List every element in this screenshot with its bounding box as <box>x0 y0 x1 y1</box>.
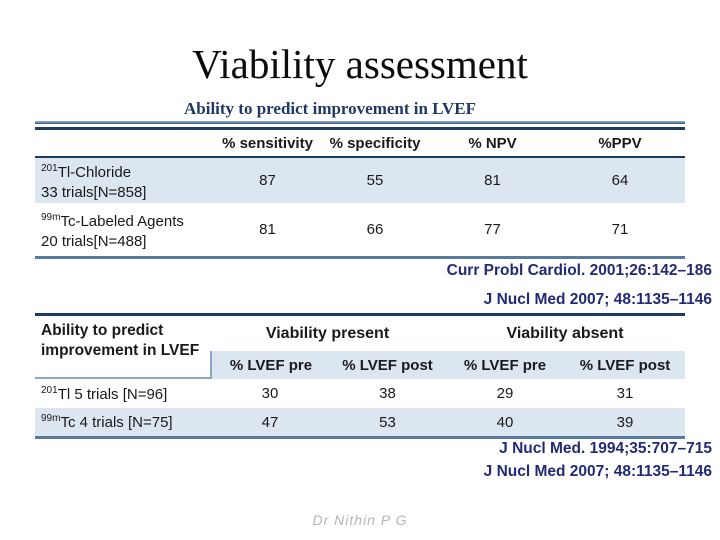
group-header-viability-absent: Viability absent <box>506 324 624 342</box>
cell-npv: 77 <box>484 221 501 238</box>
column-header-sensitivity: % sensitivity <box>222 134 313 152</box>
row-label: 201Tl 5 trials [N=96] <box>41 384 168 403</box>
subheader-lvef-post-present: % LVEF post <box>330 351 445 379</box>
column-header-ppv: %PPV <box>598 134 642 152</box>
subheader-lvef-pre-present: % LVEF pre <box>210 351 330 379</box>
column-header-specificity: % specificity <box>329 134 421 152</box>
row-label: 99mTc-Labeled Agents 20 trials[N=488] <box>35 208 215 252</box>
cell-lvef-pre-present: 47 <box>210 408 330 436</box>
table-row: 201Tl-Chloride 33 trials[N=858] 87 55 81… <box>35 158 685 203</box>
cell-ppv: 64 <box>611 172 629 189</box>
cell-specificity: 66 <box>366 221 384 238</box>
citation-line: J Nucl Med 2007; 48:1135–1146 <box>483 463 712 480</box>
table-header-row: % sensitivity % specificity % NPV %PPV <box>35 130 685 158</box>
isotope-superscript: 99m <box>41 211 61 223</box>
author-credit: Dr Nithin P G <box>312 512 408 528</box>
prediction-accuracy-table: % sensitivity % specificity % NPV %PPV 2… <box>35 127 685 259</box>
cell-lvef-post-absent: 39 <box>565 408 685 436</box>
cell-specificity: 55 <box>366 172 384 189</box>
group-header-viability-present: Viability present <box>265 324 390 342</box>
cell-lvef-post-absent: 31 <box>616 385 634 402</box>
cell-ppv: 71 <box>611 221 629 238</box>
cell-lvef-pre-absent: 29 <box>496 385 514 402</box>
slide-title: Viability assessment <box>192 41 528 87</box>
cell-lvef-pre-present: 30 <box>261 385 279 402</box>
subheader-lvef-post-absent: % LVEF post <box>565 351 685 379</box>
citation-line: J Nucl Med. 1994;35:707–715 <box>499 440 712 457</box>
citation-line: Curr Probl Cardiol. 2001;26:142–186 <box>446 262 712 279</box>
citation-line: J Nucl Med 2007; 48:1135–1146 <box>483 291 712 308</box>
citation-block: J Nucl Med. 1994;35:707–715 J Nucl Med 2… <box>484 437 712 483</box>
lvef-improvement-table: Ability to predict improvement in LVEF V… <box>35 313 685 439</box>
slide-subtitle: Ability to predict improvement in LVEF <box>184 99 476 118</box>
column-header-npv: % NPV <box>468 134 517 152</box>
cell-sensitivity: 87 <box>259 172 276 189</box>
cell-lvef-pre-absent: 40 <box>445 408 565 436</box>
subheader-lvef-pre-absent: % LVEF pre <box>445 351 565 379</box>
row-label-line2: 33 trials[N=858] <box>41 183 147 201</box>
table-corner-label: Ability to predict improvement in LVEF <box>35 316 210 379</box>
isotope-superscript: 201 <box>41 162 58 174</box>
isotope-superscript: 201 <box>41 384 58 396</box>
cell-npv: 81 <box>484 172 501 189</box>
cell-lvef-post-present: 38 <box>379 385 396 402</box>
row-label: 99mTc 4 trials [N=75] <box>35 408 210 436</box>
row-label-line2: 20 trials[N=488] <box>41 232 147 250</box>
cell-lvef-post-present: 53 <box>330 408 445 436</box>
isotope-superscript: 99m <box>41 413 61 424</box>
row-label: 201Tl-Chloride 33 trials[N=858] <box>35 159 215 203</box>
subtitle-divider <box>35 121 685 124</box>
table-row: 99mTc-Labeled Agents 20 trials[N=488] 81… <box>35 203 685 256</box>
cell-sensitivity: 81 <box>259 221 276 238</box>
citation-block: Curr Probl Cardiol. 2001;26:142–186 J Nu… <box>447 256 712 314</box>
